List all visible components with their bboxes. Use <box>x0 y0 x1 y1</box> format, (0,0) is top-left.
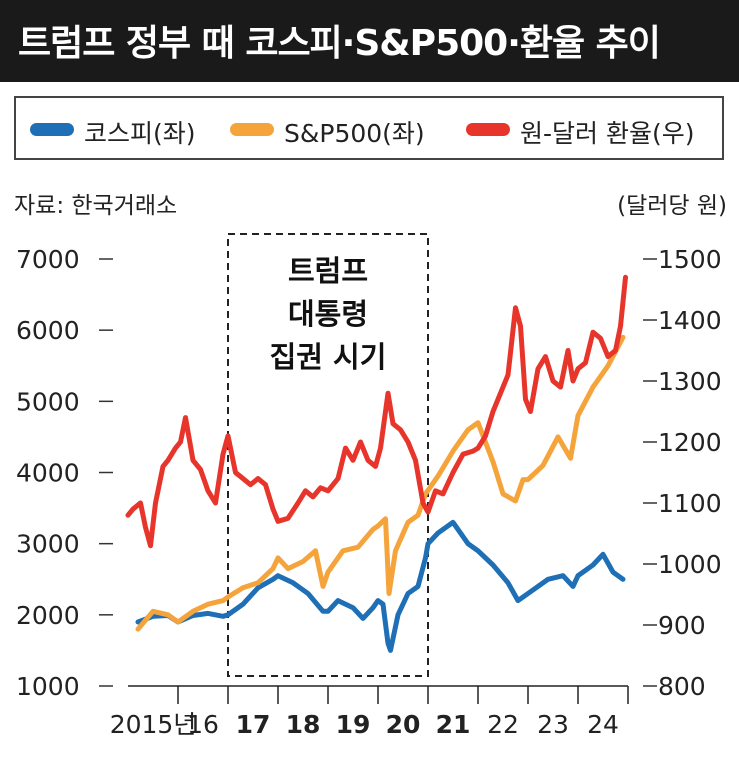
y-left-tick-label: 1000 <box>16 672 80 701</box>
series-line <box>135 334 626 632</box>
legend-label-sp500: S&P500(좌) <box>284 119 425 148</box>
x-tick-label: 17 <box>236 710 271 739</box>
y-right-tick-label: 1500 <box>658 245 722 274</box>
y-right-tick-label: 1000 <box>658 550 722 579</box>
y-left-tick-label: 6000 <box>16 316 80 345</box>
highlight-label-line: 트럼프 <box>288 254 368 288</box>
y-left-tick-label: 4000 <box>16 459 80 488</box>
x-tick-label: 19 <box>336 710 371 739</box>
x-tick-label: 24 <box>587 710 619 739</box>
x-tick-label: 20 <box>386 710 421 739</box>
y-right-tick-label: 900 <box>658 611 706 640</box>
y-left-tick-label: 7000 <box>16 245 80 274</box>
y-right-tick-label: 1100 <box>658 489 722 518</box>
y-right-tick-label: 1300 <box>658 367 722 396</box>
y-right-tick-label: 800 <box>658 672 706 701</box>
right-axis-unit: (달러당 원) <box>617 193 727 219</box>
legend-label-kospi: 코스피(좌) <box>84 119 196 148</box>
y-left-tick-label: 3000 <box>16 530 80 559</box>
chart-legend: 코스피(좌) S&P500(좌) 원-달러 환율(우) <box>14 96 724 160</box>
legend-swatch-kospi <box>30 123 74 136</box>
x-tick-label: 18 <box>286 710 321 739</box>
y-right-tick-label: 1200 <box>658 428 722 457</box>
series-line <box>125 274 628 549</box>
x-tick-label: 21 <box>436 710 471 739</box>
legend-swatch-sp500 <box>230 123 274 136</box>
highlight-label-line: 대통령 <box>288 297 368 331</box>
legend-label-krw-usd: 원-달러 환율(우) <box>520 119 695 148</box>
source-note: 자료: 한국거래소 <box>14 193 178 219</box>
y-left-tick-label: 2000 <box>16 601 80 630</box>
x-tick-label: 22 <box>487 710 519 739</box>
x-tick-label: 16 <box>187 710 219 739</box>
chart-title: 트럼프 정부 때 코스피·S&P500·환율 추이 <box>18 23 661 64</box>
x-tick-label: 2015년 <box>110 710 197 739</box>
x-tick-label: 23 <box>537 710 569 739</box>
highlight-label-line: 집권 시기 <box>270 340 387 374</box>
title-bar: 트럼프 정부 때 코스피·S&P500·환율 추이 <box>0 0 739 82</box>
series-line <box>135 519 626 653</box>
y-right-tick-label: 1400 <box>658 306 722 335</box>
legend-swatch-krw-usd <box>466 123 510 136</box>
highlight-box <box>227 233 429 677</box>
y-left-tick-label: 5000 <box>16 387 80 416</box>
